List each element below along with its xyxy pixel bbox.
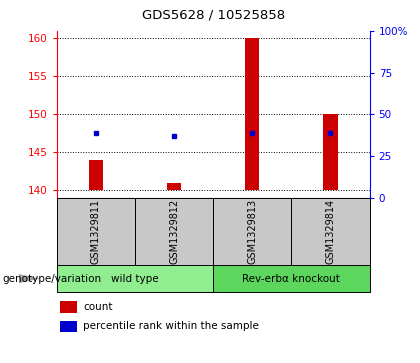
Bar [60, 321, 77, 332]
Text: GSM1329811: GSM1329811 [91, 199, 101, 264]
Bar [245, 38, 259, 190]
Polygon shape [19, 274, 40, 283]
Bar [213, 198, 291, 265]
Bar [167, 183, 181, 190]
Text: wild type: wild type [111, 274, 159, 284]
Bar [60, 301, 77, 313]
Bar [323, 114, 338, 190]
Text: count: count [83, 302, 113, 312]
Bar [291, 198, 370, 265]
Text: genotype/variation: genotype/variation [2, 274, 101, 284]
Bar [135, 198, 213, 265]
Text: Rev-erbα knockout: Rev-erbα knockout [242, 274, 340, 284]
Text: percentile rank within the sample: percentile rank within the sample [83, 321, 259, 331]
Bar [213, 265, 370, 292]
Text: GSM1329814: GSM1329814 [326, 199, 336, 264]
Text: GDS5628 / 10525858: GDS5628 / 10525858 [142, 9, 285, 22]
Text: GSM1329813: GSM1329813 [247, 199, 257, 264]
Bar [57, 265, 213, 292]
Text: GSM1329812: GSM1329812 [169, 199, 179, 264]
Bar [57, 198, 135, 265]
Bar [89, 160, 103, 190]
